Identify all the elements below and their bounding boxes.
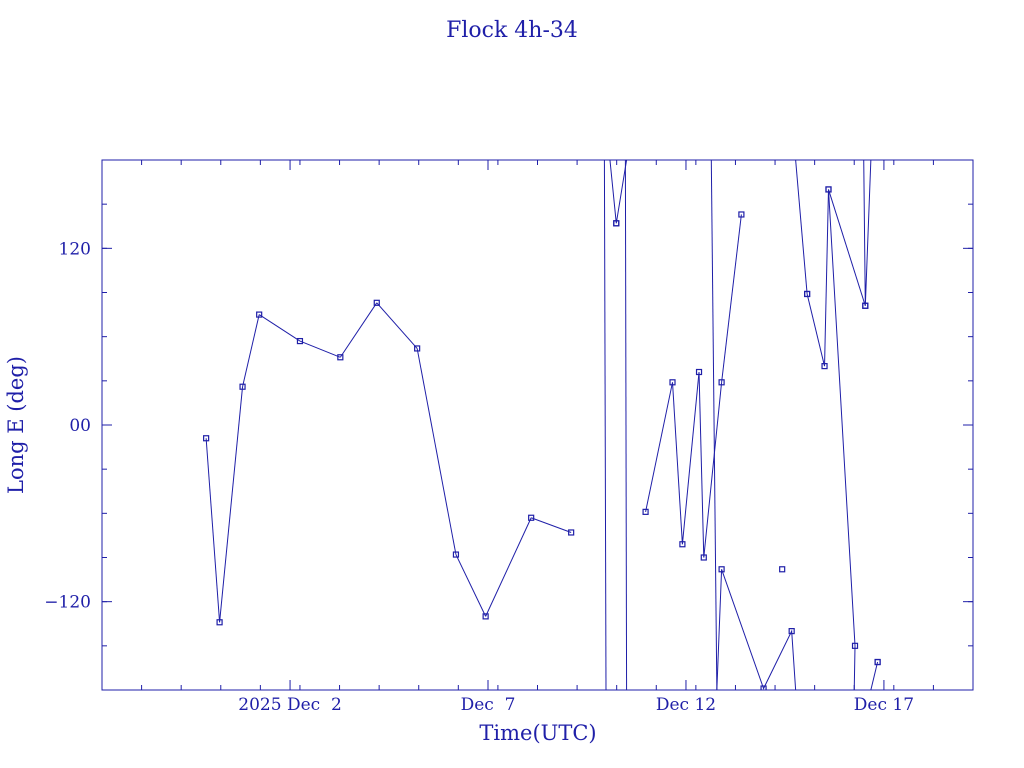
data-point — [679, 541, 686, 548]
chart-title: Flock 4h-34 — [446, 18, 578, 43]
data-point — [568, 529, 575, 536]
data-point — [216, 619, 223, 626]
data-point — [738, 211, 745, 218]
data-point — [788, 628, 795, 635]
series-wrap-segment — [603, 160, 607, 690]
series-line-segment — [416, 348, 457, 555]
data-point — [669, 379, 676, 386]
data-point — [337, 354, 344, 361]
series-line-segment — [828, 189, 866, 306]
data-point — [700, 554, 707, 561]
x-tick-label: Dec 7 — [461, 695, 516, 715]
series-line-segment — [681, 371, 700, 545]
series-wrap-segment — [609, 160, 628, 224]
series-line-segment — [242, 314, 260, 387]
data-point — [452, 551, 460, 558]
data-point — [804, 290, 811, 298]
series-line-segment — [258, 314, 301, 342]
series-line-segment — [530, 517, 572, 533]
data-point — [718, 379, 725, 386]
series-line-segment — [672, 382, 683, 545]
x-tick-label: Dec 12 — [656, 695, 716, 715]
x-tick-label: 2025 Dec 2 — [238, 695, 342, 715]
data-point — [528, 514, 535, 521]
series-wrap-segment — [716, 569, 797, 690]
data-point — [373, 299, 380, 306]
data-point — [256, 311, 263, 318]
y-axis-label: Long E (deg) — [4, 356, 28, 494]
data-point — [203, 435, 210, 442]
x-tick-label: Dec 17 — [854, 695, 914, 715]
data-point — [613, 220, 620, 227]
data-point — [825, 186, 832, 193]
y-tick-label: −120 — [44, 593, 91, 613]
data-point — [874, 658, 881, 666]
series-wrap-segment — [710, 160, 718, 690]
x-axis-label: Time(UTC) — [479, 721, 596, 745]
series-line-segment — [645, 382, 673, 512]
data-point — [760, 685, 767, 690]
x-tick-labels: 2025 Dec 2 Dec 7 Dec 12 Dec 17 — [238, 695, 914, 715]
y-tick-labels: 120 00 −120 — [44, 239, 91, 612]
series-wrap-segment — [624, 160, 628, 690]
data-point — [779, 566, 786, 573]
series-wrap-segment — [863, 160, 872, 306]
data-point — [414, 345, 421, 352]
series-line-segment — [485, 517, 532, 617]
series-line-segment — [721, 214, 742, 383]
series-line-segment — [299, 340, 341, 358]
series-line-segment — [806, 293, 826, 367]
data-point — [239, 383, 246, 390]
data-point — [851, 642, 859, 649]
data-point — [642, 508, 649, 515]
series-line-segment — [455, 554, 487, 617]
series-line-segment — [824, 189, 829, 367]
y-tick-label: 120 — [59, 239, 91, 259]
series-line-segment — [205, 438, 221, 623]
data-point — [718, 566, 725, 573]
series-line-segment — [219, 386, 244, 623]
data-point — [296, 337, 304, 345]
series-line-segment — [339, 302, 378, 358]
data-point — [821, 363, 828, 370]
data-point — [695, 368, 703, 376]
data-point — [482, 613, 489, 620]
series-line-segment — [698, 371, 705, 558]
data-point — [862, 302, 869, 309]
series-wrap-segment — [795, 160, 808, 295]
y-tick-label: 00 — [69, 416, 91, 436]
series-line-segment — [703, 382, 723, 558]
series-line-segment — [376, 302, 418, 349]
series-wrap-segment — [827, 189, 856, 690]
series-layer — [203, 160, 881, 690]
series-wrap-segment — [870, 661, 879, 690]
